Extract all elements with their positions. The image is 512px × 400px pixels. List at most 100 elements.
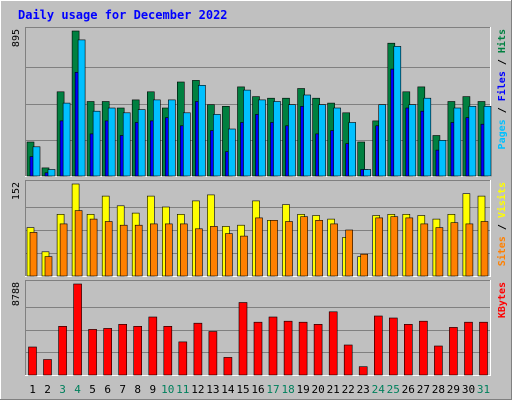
bar-pages-21 [333,107,341,177]
bar-sites-27 [420,223,429,277]
panel-visits-legend: Sites / Visits [496,182,508,266]
panel-kbytes-ymax-label: 8788 [11,282,22,306]
bar-sites-19 [300,216,308,277]
bar-kbytes-29 [449,327,458,376]
bar-sites-9 [150,223,158,277]
x-tick-label: 27 [417,383,430,396]
bar-sites-15 [240,235,248,277]
bar-pages-14 [228,128,236,177]
bar-sites-26 [405,217,414,277]
bar-sites-28 [435,227,444,277]
bar-sites-10 [165,223,173,277]
x-tick-label: 2 [44,383,51,396]
bar-kbytes-8 [133,325,142,376]
bar-kbytes-11 [178,341,188,376]
panel-visits-ymax-label: 152 [11,182,22,200]
x-tick-label: 11 [176,383,189,396]
bar-kbytes-28 [434,345,443,376]
x-tick-label: 8 [134,383,141,396]
bar-kbytes-20 [313,323,323,376]
bar-sites-31 [480,221,489,277]
x-tick-label: 22 [342,383,355,396]
bar-sites-2 [44,256,53,277]
bar-sites-30 [465,223,474,277]
bar-pages-28 [438,140,447,177]
bar-kbytes-27 [419,320,428,376]
bar-kbytes-2 [43,359,52,376]
series-pages [32,39,492,177]
panel-kbytes: 8788 KBytes [11,280,508,376]
bar-kbytes-3 [58,325,67,376]
panel-visits: 152 Sites / Visits [11,180,508,277]
x-tick-label: 13 [206,383,219,396]
bar-sites-21 [330,223,338,277]
bar-sites-17 [270,220,278,277]
bar-pages-13 [213,114,221,177]
bar-kbytes-22 [343,344,353,376]
bar-kbytes-25 [388,317,398,376]
panel-hits: 895 Pages / Files / Hits [11,27,508,177]
panel-hits-ymax-label: 895 [11,29,22,47]
bar-pages-16 [258,99,266,177]
bar-sites-6 [104,221,113,277]
bar-pages-30 [468,106,477,177]
bar-kbytes-6 [103,328,112,376]
chart-title: Daily usage for December 2022 [18,8,228,22]
bar-pages-20 [318,104,326,177]
x-tick-label: 24 [372,383,386,396]
bar-sites-24 [375,217,384,277]
bar-kbytes-30 [464,321,473,376]
bar-kbytes-21 [328,311,338,376]
bar-sites-12 [195,228,203,277]
bar-kbytes-9 [148,316,158,376]
x-tick-label: 14 [221,383,235,396]
bar-sites-4 [74,210,83,277]
x-tick-label: 25 [387,383,400,396]
bar-kbytes-12 [193,322,203,376]
bar-sites-23 [360,253,369,277]
bar-pages-4 [77,39,86,177]
x-tick-label: 1 [29,383,36,396]
panel-visits-legend-separator: / [497,218,508,236]
x-tick-label: 4 [74,383,81,396]
bar-sites-20 [315,220,323,277]
bar-pages-3 [62,102,71,177]
bar-pages-11 [183,112,191,177]
x-tick-label: 30 [462,383,475,396]
bar-kbytes-26 [403,323,413,376]
legend-kbytes: KBytes [497,282,508,318]
bar-pages-25 [393,46,402,177]
x-tick-label: 12 [191,383,204,396]
panel-hits-legend-separator: / [497,101,508,119]
legend-sites: Sites [496,236,508,266]
bar-kbytes-4 [73,283,82,376]
bar-sites-25 [390,216,399,277]
bar-pages-9 [153,99,161,177]
bar-pages-7 [122,112,131,177]
x-tick-label: 23 [357,383,370,396]
bar-kbytes-14 [223,357,233,376]
bar-pages-1 [32,146,41,177]
x-tick-label: 28 [432,383,445,396]
legend-visits: Visits [496,182,508,218]
bar-kbytes-24 [373,315,383,376]
x-tick-label: 6 [104,383,111,396]
bar-sites-14 [225,233,233,277]
bar-kbytes-10 [163,325,173,376]
bar-sites-18 [285,221,293,277]
bar-pages-12 [198,85,206,177]
bar-kbytes-31 [479,321,488,376]
bar-pages-8 [137,109,146,177]
bar-pages-18 [288,104,296,177]
bar-sites-22 [345,229,354,277]
x-tick-label: 10 [161,383,174,396]
bar-pages-26 [408,104,417,177]
bar-kbytes-1 [28,346,37,376]
bar-pages-23 [363,169,372,177]
bar-pages-19 [303,94,311,177]
bar-sites-7 [119,224,128,277]
x-tick-label: 21 [327,383,340,396]
bar-pages-5 [92,110,101,177]
bar-kbytes-5 [88,329,97,376]
panel-hits-legend-separator: / [497,53,508,71]
